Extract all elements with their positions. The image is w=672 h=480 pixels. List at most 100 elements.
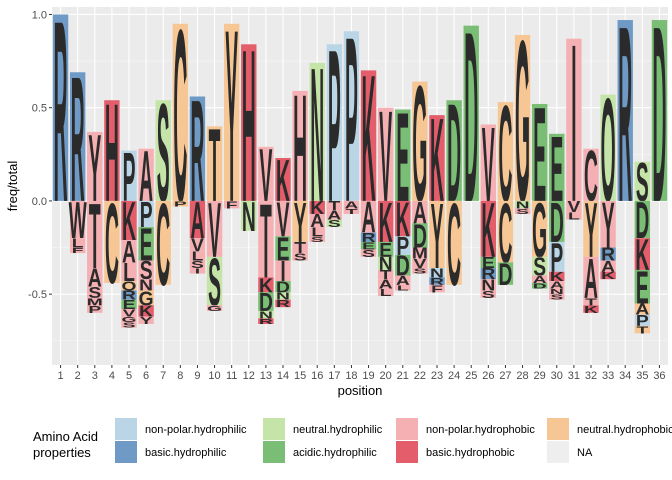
logo-bar-segment <box>360 70 377 201</box>
logo-bar-segment <box>87 297 103 306</box>
x-tick-label: 11 <box>226 370 237 382</box>
x-tick-label: 4 <box>109 370 115 382</box>
logo-bar-segment <box>258 146 274 201</box>
x-tick-label: 27 <box>499 370 511 382</box>
x-tick-label: 20 <box>380 370 392 382</box>
logo-letter: V <box>208 187 221 273</box>
logo-bar-segment <box>343 200 360 209</box>
logo-letter: R <box>122 289 136 303</box>
logo-letter: D <box>276 278 290 296</box>
logo-bar-segment <box>87 305 103 313</box>
logo-letter: D <box>259 287 273 317</box>
logo-column-34: R <box>617 0 633 254</box>
x-tick-label: 17 <box>328 370 340 382</box>
logo-bar-segment <box>600 94 616 201</box>
logo-letter: S <box>362 248 375 259</box>
logo-bar-segment <box>223 200 240 209</box>
logo-bar-segment <box>531 200 548 257</box>
logo-letter: S <box>191 259 204 270</box>
logo-bar-segment <box>531 256 548 276</box>
logo-bar-segment <box>480 256 497 269</box>
x-tick-label: 18 <box>345 370 357 382</box>
logo-bar-segment <box>566 38 582 201</box>
logo-bar-segment <box>480 290 497 298</box>
x-tick-label: 3 <box>92 370 98 382</box>
logo-bar-segment <box>138 260 154 280</box>
logo-bar-segment <box>549 281 565 289</box>
logo-bar-segment <box>377 256 394 270</box>
logo-bar-segment <box>104 200 120 283</box>
logo-bar-segment <box>583 297 599 306</box>
logo-letter: P <box>140 196 153 236</box>
logo-bar-segment <box>377 241 394 257</box>
logo-bar-segment <box>514 208 531 214</box>
logo-bar-segment <box>241 44 257 201</box>
logo-letter: P <box>345 0 358 252</box>
logo-letter: P <box>88 304 101 315</box>
logo-column-7: SC <box>155 76 171 310</box>
legend-label: neutral.hydrophobic <box>577 424 672 436</box>
logo-letter: S <box>413 267 426 275</box>
logo-bar-segment <box>429 115 445 201</box>
logo-letter: K <box>635 231 649 280</box>
logo-letter: V <box>379 83 392 228</box>
logo-letter: S <box>482 289 495 300</box>
logo-bar-segment <box>480 124 497 201</box>
logo-letter: A <box>601 258 615 276</box>
logo-bar-segment <box>223 23 240 201</box>
legend: Amino Acid properties non-polar.hydrophi… <box>33 418 672 463</box>
logo-letter: V <box>567 198 580 216</box>
logo-bar-segment <box>600 260 616 272</box>
logo-bar-segment <box>326 200 343 211</box>
logo-bar-segment <box>326 210 343 220</box>
logo-letter: L <box>123 257 135 287</box>
logo-column-11: YF <box>223 0 240 253</box>
logo-letter: S <box>328 218 341 229</box>
logo-bar-segment <box>206 126 223 201</box>
logo-letter: N <box>550 288 564 296</box>
logo-bar-segment <box>121 316 137 323</box>
legend-key-ah <box>263 441 285 463</box>
logo-letter: A <box>584 248 598 311</box>
logo-letter: G <box>412 52 427 237</box>
x-tick-label: 23 <box>431 370 443 382</box>
x-tick-label: 30 <box>551 370 563 382</box>
logo-bar-segment <box>634 161 651 201</box>
logo-bar-segment <box>121 290 137 300</box>
logo-letter: N <box>481 276 495 294</box>
logo-letter: N <box>276 291 290 302</box>
legend-label: non-polar.hydrophilic <box>145 424 247 436</box>
logo-letter: K <box>430 95 444 228</box>
logo-column-36: D <box>651 0 668 254</box>
logo-letter: P <box>174 200 187 208</box>
logo-letter: D <box>533 282 547 290</box>
logo-letter: N <box>379 253 393 273</box>
logo-letter: T <box>636 325 648 336</box>
logo-column-1: R <box>52 0 69 256</box>
logo-bar-segment <box>258 318 274 324</box>
logo-bar-segment <box>395 236 411 255</box>
logo-bar-segment <box>395 275 411 285</box>
plot-panel <box>52 7 668 365</box>
logo-letter: S <box>88 284 101 302</box>
logo-letter: N <box>242 194 256 240</box>
logo-letter: R <box>362 231 376 245</box>
logo-letter: V <box>482 106 495 224</box>
logo-column-24: DC <box>446 76 462 310</box>
logo-letter: E <box>396 88 409 229</box>
logo-bar-segment <box>480 268 497 280</box>
logo-bar-segment <box>309 200 325 214</box>
logo-column-8: CP <box>172 0 189 253</box>
logo-letter: S <box>636 152 649 213</box>
logo-letter: P <box>636 312 649 330</box>
